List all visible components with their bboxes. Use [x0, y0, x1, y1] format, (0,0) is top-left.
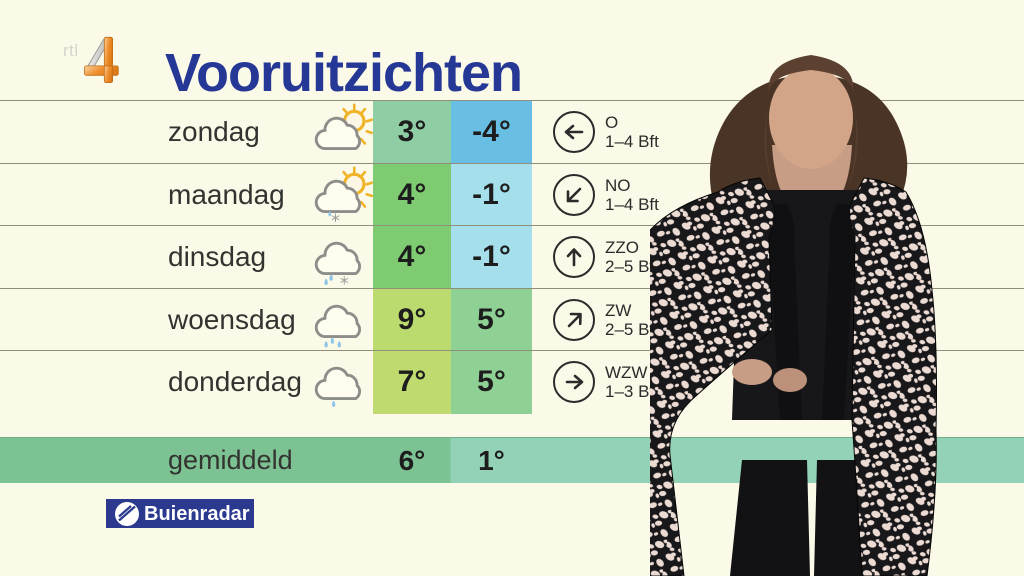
svg-text:rtl: rtl: [63, 41, 79, 60]
